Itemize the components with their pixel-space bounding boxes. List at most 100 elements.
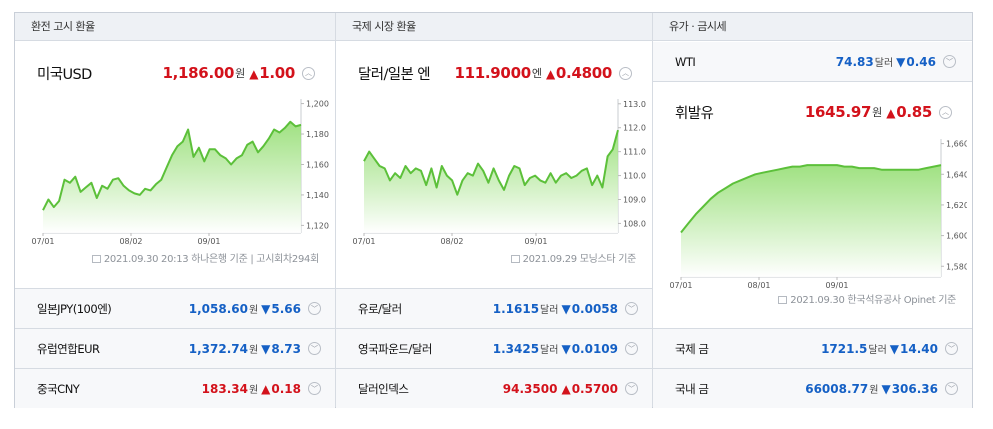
wti-row[interactable]: WTI 74.83 달러 ▼0.46 ﹀ — [653, 42, 972, 82]
series-area — [681, 165, 941, 277]
chevron-up-icon[interactable]: ︿ — [302, 66, 315, 80]
list-item[interactable]: 영국파운드/달러 1.3425 달러 ▼0.0109 ﹀ — [336, 328, 652, 368]
y-tick-label: 1,120 — [306, 221, 329, 230]
main-rate-name[interactable]: 휘발유 — [675, 105, 714, 122]
chevron-down-icon[interactable]: ﹀ — [308, 382, 321, 395]
x-tick-label: 09/01 — [524, 237, 547, 245]
panel-header: 유가 · 금시세 — [653, 13, 972, 41]
down-triangle-icon: ▼ — [561, 301, 571, 316]
main-rate-change: ▲0.85 — [886, 103, 932, 121]
chevron-down-icon[interactable]: ﹀ — [943, 55, 956, 68]
rate-name[interactable]: 영국파운드/달러 — [358, 341, 432, 356]
panel-global-exchange: 국제 시장 환율 달러/일본 엔 111.9000 엔 ▲0.4800 ︿ 10… — [336, 13, 653, 408]
main-rate[interactable]: 미국USD 1,186.00 원 ▲1.00 ︿ — [15, 42, 335, 88]
main-rate[interactable]: 휘발유 1645.97 원 ▲0.85 ︿ — [653, 83, 972, 331]
panel-oil-gold: 유가 · 금시세 WTI 74.83 달러 ▼0.46 ﹀ 휘발유 1645.9… — [653, 13, 972, 408]
y-tick-label: 1,600 — [946, 232, 967, 241]
rate-name[interactable]: 유럽연합EUR — [37, 341, 100, 356]
main-rate-change: ▲1.00 — [249, 64, 295, 82]
main-rate-change-value: 0.85 — [896, 103, 932, 121]
rate-value: 1.3425 — [492, 341, 540, 356]
list-item[interactable]: 국내 금 66008.77 원 ▼306.36 ﹀ — [653, 368, 972, 408]
x-tick-label: 07/01 — [352, 237, 375, 245]
list-item[interactable]: 달러인덱스 94.3500 ▲0.5700 ﹀ — [336, 368, 652, 408]
list-item[interactable]: 유로/달러 1.1615 달러 ▼0.0058 ﹀ — [336, 288, 652, 328]
rate-unit: 원 — [869, 385, 879, 396]
rate-name[interactable]: 중국CNY — [37, 381, 80, 396]
chevron-down-icon[interactable]: ﹀ — [945, 342, 958, 355]
chevron-down-icon[interactable]: ﹀ — [308, 342, 321, 355]
rate-list: 유로/달러 1.1615 달러 ▼0.0058 ﹀ 영국파운드/달러 1.342… — [336, 288, 652, 408]
rate-change: ▲0.5700 — [561, 382, 618, 396]
series-line — [680, 164, 942, 234]
rate-change-value: 306.36 — [891, 381, 938, 396]
main-rate-change-value: 1.00 — [259, 64, 295, 82]
rate-change: ▼0.0109 — [561, 342, 618, 356]
up-triangle-icon: ▲ — [545, 67, 555, 81]
y-tick-label: 111.00 — [623, 148, 646, 157]
chevron-down-icon[interactable]: ﹀ — [625, 342, 638, 355]
main-rate-unit: 엔 — [531, 67, 542, 80]
basis-label: 2021.09.30 20:13 하나은행 기준 | 고시회차294회 — [103, 254, 319, 265]
y-tick-label: 1,200 — [306, 100, 329, 109]
rate-unit: 원 — [248, 305, 259, 316]
exchange-widget: 환전 고시 환율 미국USD 1,186.00 원 ▲1.00 ︿ 1,120 1… — [14, 12, 973, 408]
list-item[interactable]: 일본JPY(100엔) 1,058.60 원 ▼5.66 ﹀ — [15, 288, 335, 328]
main-rate-value: 1,186.00 — [162, 64, 235, 82]
chevron-down-icon[interactable]: ﹀ — [625, 382, 638, 395]
rate-name[interactable]: 달러인덱스 — [358, 381, 409, 396]
rate-change: ▼306.36 — [881, 382, 938, 396]
rate-name[interactable]: 유로/달러 — [358, 301, 402, 316]
rate-unit: 달러 — [540, 305, 559, 316]
up-triangle-icon: ▲ — [261, 381, 271, 396]
y-tick-label: 112.00 — [623, 124, 646, 133]
rate-change-value: 8.73 — [271, 341, 301, 356]
rate-value: 74.83 — [835, 54, 874, 69]
basis-label: 2021.09.29 모닝스타 기준 — [522, 254, 637, 265]
series-area — [364, 130, 618, 233]
gasoline-chart: 1,580 1,600 1,620 1,640 1,660 07/01 08/01 09/01 — [667, 139, 967, 289]
chevron-up-icon[interactable]: ︿ — [939, 105, 952, 119]
rate-value: 1721.5 — [821, 341, 868, 356]
down-triangle-icon: ▼ — [896, 54, 906, 69]
rate-name[interactable]: 국내 금 — [675, 381, 709, 396]
panel-header: 국제 시장 환율 — [336, 13, 652, 41]
rate-name[interactable]: 국제 금 — [675, 341, 709, 356]
y-tick-label: 1,660 — [946, 140, 967, 149]
chart-svg: 1,120 1,140 1,160 1,180 1,200 07/01 08/02 09/01 — [31, 99, 329, 245]
x-tick-label: 08/02 — [440, 237, 463, 245]
basis-text: 2021.09.30 한국석유공사 Opinet 기준 — [778, 291, 956, 306]
main-rate-unit: 원 — [235, 67, 246, 80]
y-tick-label: 1,620 — [946, 201, 967, 210]
main-rate-name[interactable]: 미국USD — [37, 66, 92, 83]
main-rate[interactable]: 달러/일본 엔 111.9000 엔 ▲0.4800 ︿ — [336, 42, 652, 88]
chevron-down-icon[interactable]: ﹀ — [625, 302, 638, 315]
x-tick-label: 07/01 — [31, 237, 54, 245]
rate-change-value: 0.5700 — [571, 381, 618, 396]
chevron-up-icon[interactable]: ︿ — [619, 66, 632, 80]
main-rate-name[interactable]: 달러/일본 엔 — [358, 66, 431, 83]
rate-change-value: 14.40 — [900, 341, 938, 356]
chart-svg: 108.00 109.00 110.00 111.00 112.00 113.00 07/0… — [352, 99, 646, 245]
rate-name[interactable]: 일본JPY(100엔) — [37, 301, 112, 316]
list-item[interactable]: 국제 금 1721.5 달러 ▼14.40 ﹀ — [653, 328, 972, 368]
chevron-down-icon[interactable]: ﹀ — [308, 302, 321, 315]
list-item[interactable]: 중국CNY 183.34 원 ▲0.18 ﹀ — [15, 368, 335, 408]
down-triangle-icon: ▼ — [261, 341, 271, 356]
rate-value: 66008.77 — [805, 381, 869, 396]
chevron-down-icon[interactable]: ﹀ — [945, 382, 958, 395]
y-tick-label: 109.00 — [623, 196, 646, 205]
x-tick-label: 07/01 — [669, 281, 692, 289]
rate-list: 국제 금 1721.5 달러 ▼14.40 ﹀ 국내 금 66008.77 원 … — [653, 328, 972, 408]
rate-list: 일본JPY(100엔) 1,058.60 원 ▼5.66 ﹀ 유럽연합EUR 1… — [15, 288, 335, 408]
basis-text: 2021.09.30 20:13 하나은행 기준 | 고시회차294회 — [91, 250, 319, 265]
series-line — [42, 120, 302, 211]
rate-name[interactable]: WTI — [675, 54, 696, 69]
series-line — [363, 129, 619, 196]
main-rate-value: 1645.97 — [804, 103, 872, 121]
basis-label: 2021.09.30 한국석유공사 Opinet 기준 — [790, 295, 956, 306]
rate-value: 1.1615 — [492, 301, 540, 316]
y-tick-label: 1,640 — [946, 170, 967, 179]
rate-unit: 달러 — [868, 345, 887, 356]
list-item[interactable]: 유럽연합EUR 1,372.74 원 ▼8.73 ﹀ — [15, 328, 335, 368]
